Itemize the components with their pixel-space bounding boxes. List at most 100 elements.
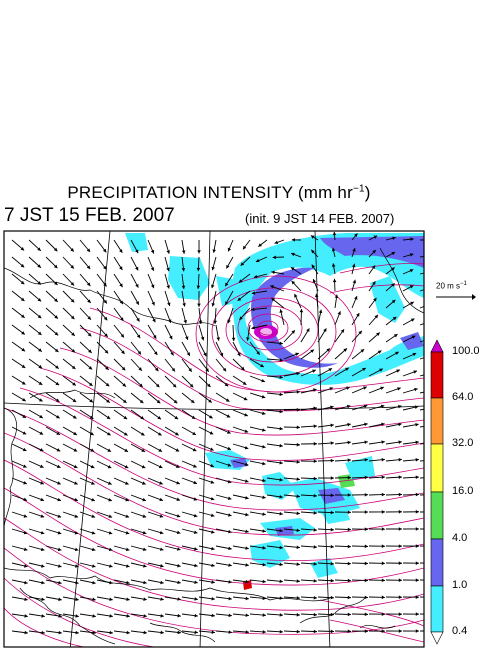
wind-vector-head	[398, 629, 402, 633]
wind-vector-head	[313, 595, 317, 600]
wind-vector-head	[358, 330, 362, 335]
wind-vector-head	[227, 247, 232, 252]
wind-vector-head	[55, 381, 60, 386]
wind-vector-head	[332, 278, 337, 283]
legend-label-4: 4.0	[452, 532, 468, 544]
wind-vector-head	[74, 481, 78, 485]
colorbar-bottom-triangle	[430, 631, 444, 645]
wind-vector-head	[346, 386, 350, 390]
wind-vector-head	[194, 597, 198, 601]
wind-vector-head	[393, 334, 398, 338]
wind-vector-head	[330, 629, 334, 634]
wind-vector-head	[92, 580, 96, 585]
wind-vector-head	[122, 399, 127, 403]
wind-vector-head	[330, 441, 334, 445]
wind-vector-head	[126, 614, 130, 618]
wind-vector-head	[211, 613, 215, 618]
wind-vector-head	[120, 317, 124, 321]
wind-vector-head	[175, 432, 179, 436]
wind-vector-head	[160, 564, 164, 568]
wind-vector-head	[194, 613, 198, 618]
wind-vector-head	[157, 432, 162, 436]
wind-vector-head	[74, 514, 79, 518]
wind-vector-head	[331, 247, 336, 252]
wind-vector-head	[364, 510, 368, 514]
wind-vector-head	[71, 365, 76, 370]
wind-vector-head	[188, 368, 192, 372]
wind-vector-head	[246, 337, 250, 341]
wind-vector-head	[125, 497, 129, 502]
wind-vector-head	[154, 367, 159, 372]
wind-vector-head	[330, 405, 334, 409]
wind-vector-head	[125, 514, 130, 518]
wind-vector-head	[343, 348, 347, 352]
wind-vector-head	[22, 431, 27, 435]
wind-vector-head	[330, 544, 334, 549]
wind-vector-head	[106, 415, 111, 419]
wind-vector-head	[313, 493, 317, 498]
wind-vector-head	[428, 303, 432, 306]
wind-vector-head	[90, 448, 95, 452]
wind-vector-head	[380, 404, 385, 409]
wind-vector-head	[364, 492, 368, 497]
scale-exponent: −1	[460, 281, 467, 287]
wind-vector-head	[73, 464, 78, 469]
wind-vector-head	[108, 514, 113, 518]
wind-vector-head	[409, 253, 414, 257]
wind-vector-head	[228, 630, 232, 634]
wind-vector-head	[123, 432, 128, 436]
wind-vector-head	[415, 578, 419, 582]
wind-vector-head	[251, 307, 255, 312]
wind-vector-head	[291, 252, 295, 257]
wind-vector-head	[310, 235, 315, 239]
wind-vector-head	[172, 383, 177, 388]
wind-vector-head	[211, 580, 215, 584]
wind-vector-head	[125, 481, 129, 485]
wind-vector-head	[90, 431, 94, 436]
wind-vector-head	[21, 347, 26, 352]
wind-vector-head	[70, 248, 74, 252]
wind-vector-head	[296, 460, 300, 464]
wind-vector-head	[330, 476, 334, 480]
wind-vector-head	[296, 579, 300, 583]
wind-vector-head	[262, 444, 266, 449]
wind-vector-head	[428, 254, 431, 258]
wind-vector-head	[75, 564, 79, 568]
wind-vectors	[11, 231, 432, 635]
wind-vector-head	[415, 492, 419, 497]
wind-vector-head	[121, 366, 126, 371]
wind-vector-head	[167, 319, 172, 323]
wind-vector-head	[86, 248, 91, 252]
wind-vector-head	[140, 415, 145, 420]
wind-vector-head	[228, 563, 232, 567]
wind-vector-head	[332, 231, 337, 236]
wind-vector-head	[373, 235, 378, 239]
wind-vector-head	[380, 386, 384, 390]
wind-vector-head	[299, 309, 304, 313]
wind-vector-head	[90, 464, 95, 469]
wind-vector-head	[159, 530, 164, 535]
wind-vector-head	[74, 547, 79, 552]
wind-vector-head	[23, 497, 28, 502]
wind-vector-head	[398, 561, 402, 566]
wind-vector-head	[347, 578, 351, 583]
wind-vector-head	[381, 457, 385, 462]
wind-vector-head	[170, 351, 174, 356]
wind-vector-head	[381, 475, 385, 480]
wind-vector-head	[175, 448, 180, 452]
wind-vector-head	[107, 432, 111, 436]
init-time: (init. 9 JST 14 FEB. 2007)	[245, 211, 395, 226]
wind-vector-head	[242, 381, 247, 385]
wind-vector-head	[346, 404, 351, 409]
wind-vector-head	[177, 613, 181, 618]
wind-vector-shaft	[419, 272, 424, 275]
wind-vector-head	[194, 563, 198, 568]
wind-vector-head	[295, 352, 299, 357]
wind-vector-head	[329, 387, 334, 391]
wind-vector-head	[158, 464, 163, 469]
wind-vector-head	[92, 614, 96, 618]
wind-vector-head	[398, 578, 402, 583]
wind-vector-head	[347, 493, 351, 497]
wind-vector-head	[415, 612, 419, 616]
wind-vector-head	[192, 447, 197, 452]
